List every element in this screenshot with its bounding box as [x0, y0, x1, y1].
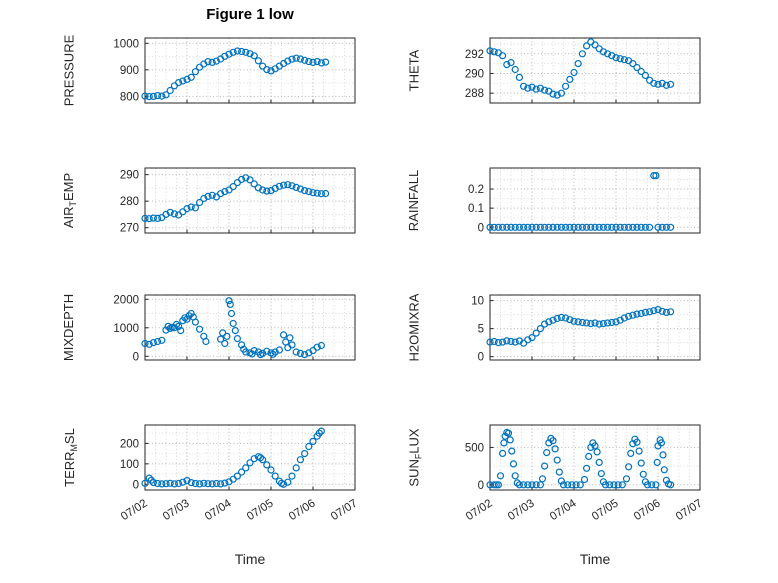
airtemp-axis-label-wrap: AIRTEMP: [56, 140, 82, 260]
scatter-markers: [486, 428, 675, 489]
theta-plot: 288 290 292: [465, 37, 701, 104]
axes-frame: [489, 294, 701, 361]
scatter-markers: [141, 47, 330, 101]
y-tick-label: 500: [465, 442, 484, 454]
x-axis-label-left: Time: [234, 551, 266, 567]
airtemp-axis-label: AIRTEMP: [61, 172, 79, 228]
minor-grid: [490, 168, 700, 233]
y-tick-label: 280: [120, 196, 139, 208]
y-tick-label: 290: [120, 170, 139, 182]
mixdepth-plot: 0 1000 2000: [113, 294, 356, 363]
x-tick-label: 07/04: [203, 497, 234, 523]
terrmsl-axis-label: TERRMSL: [61, 427, 79, 487]
mixdepth-axis-label-wrap: MIXDEPTH: [56, 267, 82, 387]
x-tick-label: 07/04: [548, 497, 579, 523]
terrmsl-plot: 07/02 07/03 07/04 07/05 07/06 07/07 0 100 200: [119, 424, 360, 523]
subplot-theta: THETA 288 290 292: [405, 30, 710, 180]
sunflux-axis-label-wrap: SUNFLUX: [401, 397, 427, 517]
scatter-markers: [141, 297, 325, 359]
x-tick-label: 07/06: [287, 497, 318, 523]
y-tick-label: 800: [120, 91, 139, 103]
y-tick-label: 270: [120, 223, 139, 235]
minor-grid: [145, 425, 355, 490]
x-tick-label: 07/03: [506, 497, 537, 523]
h2omixra-plot: 0 5 10: [471, 294, 701, 364]
axes-frame: [489, 167, 701, 234]
y-tick-label: 0: [133, 351, 139, 363]
terrmsl-axis-label-wrap: TERRMSL: [56, 397, 82, 517]
x-tick-label: 07/05: [590, 497, 621, 523]
subplot-mixdepth: MIXDEPTH 0 1000 2000: [60, 287, 365, 437]
y-tick-label: 5: [478, 324, 484, 336]
scatter-markers: [486, 38, 675, 99]
x-tick-label: 07/02: [119, 497, 150, 523]
y-tick-label: 2000: [113, 294, 139, 306]
y-tick-label: 100: [120, 459, 139, 471]
scatter-markers: [141, 427, 325, 488]
subplot-terrmsl: TERRMSL 07/02 07/03 07/04 07/05 07/06 07/07 0 1…: [60, 417, 365, 567]
subplot-rainfall: RAINFALL 0 0.1 0.2: [405, 160, 710, 310]
theta-axis-label-wrap: THETA: [401, 10, 427, 130]
minor-grid: [490, 295, 700, 360]
x-tick-label: 07/05: [245, 497, 276, 523]
sunflux-axis-label: SUNFLUX: [406, 427, 424, 487]
axes-frame: [489, 424, 701, 491]
y-tick-label: 0.2: [468, 184, 484, 196]
mixdepth-axis-label: MIXDEPTH: [61, 293, 77, 361]
subplot-sunflux: SUNFLUX 07/02 07/03 07/04 07/05 07/06 07/07 0 5…: [405, 417, 710, 567]
subplot-airtemp: AIRTEMP 270 280 290: [60, 160, 365, 310]
pressure-plot: 800 900 1000: [113, 37, 356, 104]
pressure-axis-label-wrap: PRESSURE: [56, 10, 82, 130]
axes-frame: [144, 37, 356, 104]
scatter-markers: [486, 172, 675, 231]
y-tick-label: 292: [465, 49, 484, 61]
axes-frame: [144, 424, 356, 491]
rainfall-axis-label: RAINFALL: [406, 169, 422, 231]
minor-grid: [490, 425, 700, 490]
y-tick-label: 0: [478, 480, 484, 492]
sunflux-plot: 07/02 07/03 07/04 07/05 07/06 07/07 0 500: [464, 424, 705, 523]
figure-title: Figure 1 low: [206, 6, 294, 23]
rainfall-plot: 0 0.1 0.2: [468, 167, 701, 234]
theta-axis-label: THETA: [406, 49, 422, 91]
y-tick-label: 200: [120, 438, 139, 450]
axes-frame: [489, 37, 701, 104]
minor-grid: [145, 295, 355, 360]
x-axis-label-right: Time: [579, 551, 611, 567]
minor-grid: [145, 168, 355, 233]
rainfall-axis-label-wrap: RAINFALL: [401, 140, 427, 260]
subplot-pressure: PRESSURE 800 900 1000: [60, 30, 365, 180]
h2omixra-axis-label: H2OMIXRA: [406, 293, 422, 361]
y-tick-label: 10: [471, 296, 484, 308]
x-tick-label: 07/06: [632, 497, 663, 523]
subplot-h2omixra: H2OMIXRA 0 5 10: [405, 287, 710, 437]
y-tick-label: 290: [465, 68, 484, 80]
x-tick-label: 07/03: [161, 497, 192, 523]
scatter-markers: [141, 174, 330, 223]
axes-frame: [144, 167, 356, 234]
y-tick-label: 0: [133, 479, 139, 491]
airtemp-plot: 270 280 290: [120, 167, 356, 235]
y-tick-label: 0: [478, 222, 484, 234]
x-tick-label: 07/07: [674, 497, 705, 523]
y-tick-label: 1000: [113, 323, 139, 335]
pressure-axis-label: PRESSURE: [61, 34, 77, 106]
y-tick-label: 0: [478, 352, 484, 364]
y-tick-label: 288: [465, 88, 484, 100]
y-tick-label: 1000: [113, 38, 139, 50]
scatter-markers: [486, 306, 675, 347]
x-tick-label: 07/02: [464, 497, 495, 523]
y-tick-label: 900: [120, 65, 139, 77]
h2omixra-axis-label-wrap: H2OMIXRA: [401, 267, 427, 387]
x-tick-label: 07/07: [329, 497, 360, 523]
y-tick-label: 0.1: [468, 203, 484, 215]
